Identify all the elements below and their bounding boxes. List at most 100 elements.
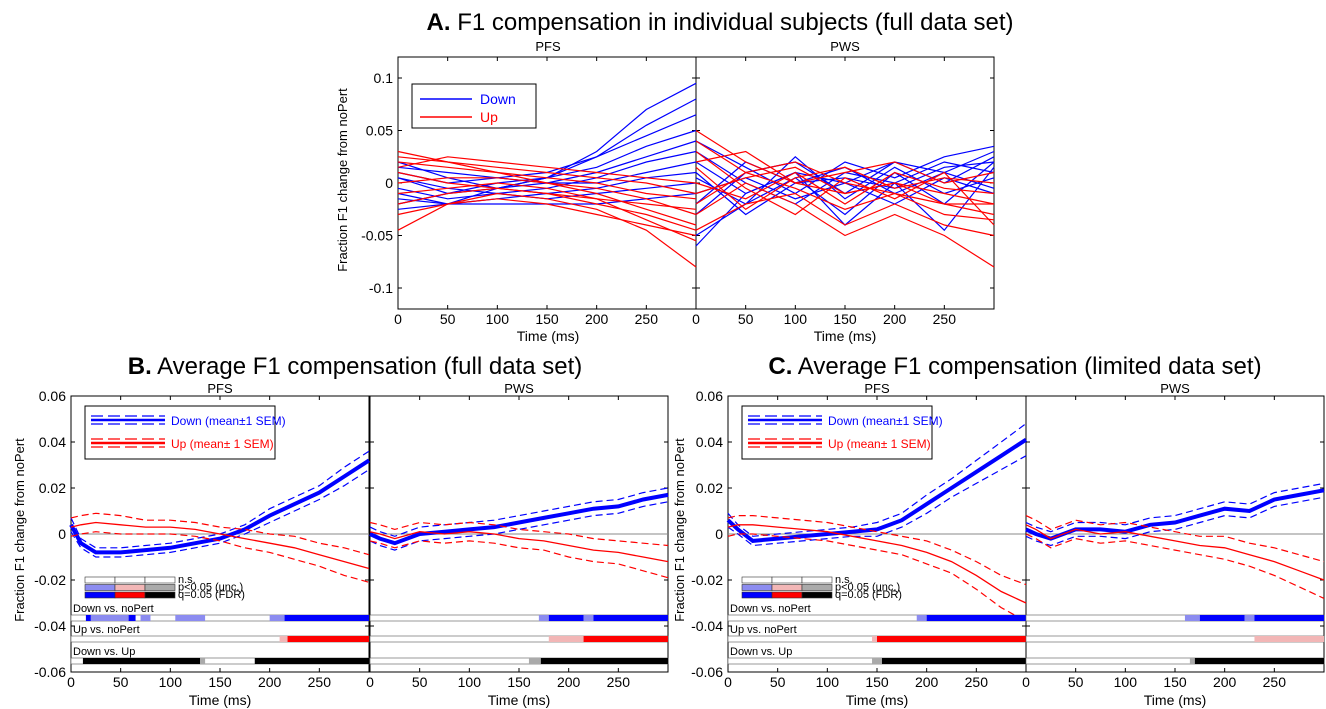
panel-a-pws-xtick-label: 0 [692,311,700,327]
panel-b-pfs-sig-segment [200,658,206,664]
panel-a-pws-xtick-label: 200 [883,311,907,327]
panel-c-pfs-ytick-label: -0.06 [691,664,723,680]
panel-b-pfs-ytick-label: -0.06 [34,664,66,680]
panel-c-pws-xtick-label: 200 [1213,674,1237,690]
panel-c-sig-legend-swatch [771,576,803,584]
panel-c-legend-label-up: Up (mean± 1 SEM) [828,437,931,451]
panel-c-pws-sig-segment [1254,636,1324,642]
panel-a-pfs-up-trace [397,161,697,200]
panel-b-pfs-ytick-label: 0.04 [39,434,66,450]
panel-b-pfs-sig-segment [140,615,151,621]
panel-b-comparison-label: Up vs. noPert [73,624,140,636]
panel-b-pfs-xtick-label: 50 [113,674,129,690]
panel-c-pws-sig-segment [1194,658,1324,664]
panel-b-pws-sig-segment [583,615,594,621]
panel-c-pfs-up-sem-lower [727,533,1027,622]
panel-b-subtitle-pws: PWS [504,381,534,396]
panel-b-pfs-xtick-label: 0 [67,674,75,690]
panel-a-legend-label-up: Up [480,109,498,125]
panel-b-pfs-up-mean [70,521,370,570]
panel-a-pfs-ytick-label: -0.1 [369,280,393,296]
panel-c-pfs-xtick-label: 250 [965,674,989,690]
panel-b-pfs-sig-segment [284,615,369,621]
panel-b-sig-legend-swatch [144,591,176,599]
panel-a-pws-xtick-label: 250 [933,311,957,327]
panel-c-pws-up-sem-upper [1025,515,1325,563]
panel-b-title: B. Average F1 compensation (full data se… [128,353,582,380]
panel-a-pfs-down-trace [397,140,697,189]
panel-b-sig-legend-swatch [114,591,146,599]
panel-c-pfs-sig-segment [881,658,1026,664]
panel-c-pfs-sig-segment [877,636,1026,642]
panel-b-legend-box [84,405,276,460]
panel-c-sig-legend-swatch [741,584,773,591]
panel-b-pfs-sig-segment [85,615,91,621]
panel-c-sig-legend-swatch [741,576,773,584]
panel-c-pfs-xtick-label: 50 [770,674,786,690]
panel-b-pws-xtick-label: 100 [458,674,482,690]
panel-b-pfs-xtick-label: 250 [308,674,332,690]
panel-b-sig-legend-swatch [114,584,146,591]
panel-a-pfs-up-trace [397,156,697,184]
panel-a-pfs-up-trace [397,150,697,195]
panel-b-comparison-label: Down vs. Up [73,646,135,658]
panel-b-pws-xtick-label: 250 [607,674,631,690]
panel-b-pws-sig-segment [528,658,541,664]
panel-c-comparison-label: Down vs. Up [730,646,792,658]
panel-c-pws-sig-segment [1184,615,1200,621]
panel-c-sig-legend-swatch [801,576,833,584]
panel-c-legend-label-down: Down (mean±1 SEM) [828,414,943,428]
panel-b-pfs-sig-segment [254,658,369,664]
panel-c-comparison-label: Up vs. noPert [730,624,797,636]
panel-c-sig-legend-swatch [771,591,803,599]
panel-a-pfs-ytick-label: -0.05 [361,228,393,244]
panel-c-sig-legend-swatch [741,591,773,599]
panel-a-legend-box [411,83,537,129]
panel-b-pfs-xtick-label: 200 [258,674,282,690]
panel-b-pfs-down-mean [69,458,371,555]
panel-b-pfs-xtick-label: 100 [159,674,183,690]
panel-c-pws-xtick-label: 250 [1263,674,1287,690]
panel-b-xlabel-pws: Time (ms) [488,692,550,708]
panel-a-pws-xtick-label: 50 [738,311,754,327]
panel-b-pws-up-mean [369,531,669,563]
panel-b-comparison-label: Down vs. noPert [73,603,154,615]
panel-a-pfs-xtick-label: 200 [585,311,609,327]
panel-c-ylabel: Fraction F1 change from noPert [672,438,687,622]
panel-a-pfs-ytick-label: 0 [385,175,393,191]
panel-b-pws-up-sem-upper [369,521,669,547]
panel-c-pws-sig-segment [1189,658,1195,664]
panel-b-pws-xtick-label: 50 [412,674,428,690]
panel-a-xlabel-pfs: Time (ms) [517,328,579,344]
panel-c-title: C. Average F1 compensation (limited data… [768,353,1261,380]
panel-b-legend-label-down: Down (mean±1 SEM) [171,414,286,428]
panel-b-pfs-xtick-label: 150 [208,674,232,690]
panel-b-pws-xtick-label: 150 [507,674,531,690]
panel-b-pfs-ytick-label: 0.06 [39,388,66,404]
panel-b-pfs-ytick-label: 0 [58,526,66,542]
panel-b-pfs-up-sem-upper [70,512,370,556]
panel-a-pws-xtick-label: 150 [833,311,857,327]
panel-a-pfs-up-trace [397,182,697,242]
panel-b-pfs-sig-segment [269,615,285,621]
panel-b-pfs-sig-segment [287,636,369,642]
panel-a-pws-up-trace [695,192,995,237]
panel-b-pws-down-mean [369,492,669,546]
panel-b-pws-sig-segment [538,615,549,621]
panel-c-pfs-ytick-label: 0.02 [696,480,723,496]
panel-c-xlabel-pws: Time (ms) [1144,692,1206,708]
panel-c-pfs-ytick-label: -0.02 [691,572,723,588]
panel-a-pfs-up-trace [397,177,697,216]
panel-a-pfs-xtick-label: 0 [394,311,402,327]
panel-b-ylabel: Fraction F1 change from noPert [12,438,27,622]
panel-a-pfs-up-trace [397,187,697,210]
panel-b-pws-sig-segment [548,615,584,621]
panel-c-sig-legend-swatch [771,584,803,591]
panel-b-pfs-ytick-label: -0.02 [34,572,66,588]
panel-c-pws-sig-segment [1199,615,1245,621]
panel-a-pws-up-trace [695,150,995,184]
panel-c-pfs-down-mean [726,438,1028,543]
panel-c-legend-box [741,405,933,460]
panel-a-pfs-xtick-label: 250 [635,311,659,327]
